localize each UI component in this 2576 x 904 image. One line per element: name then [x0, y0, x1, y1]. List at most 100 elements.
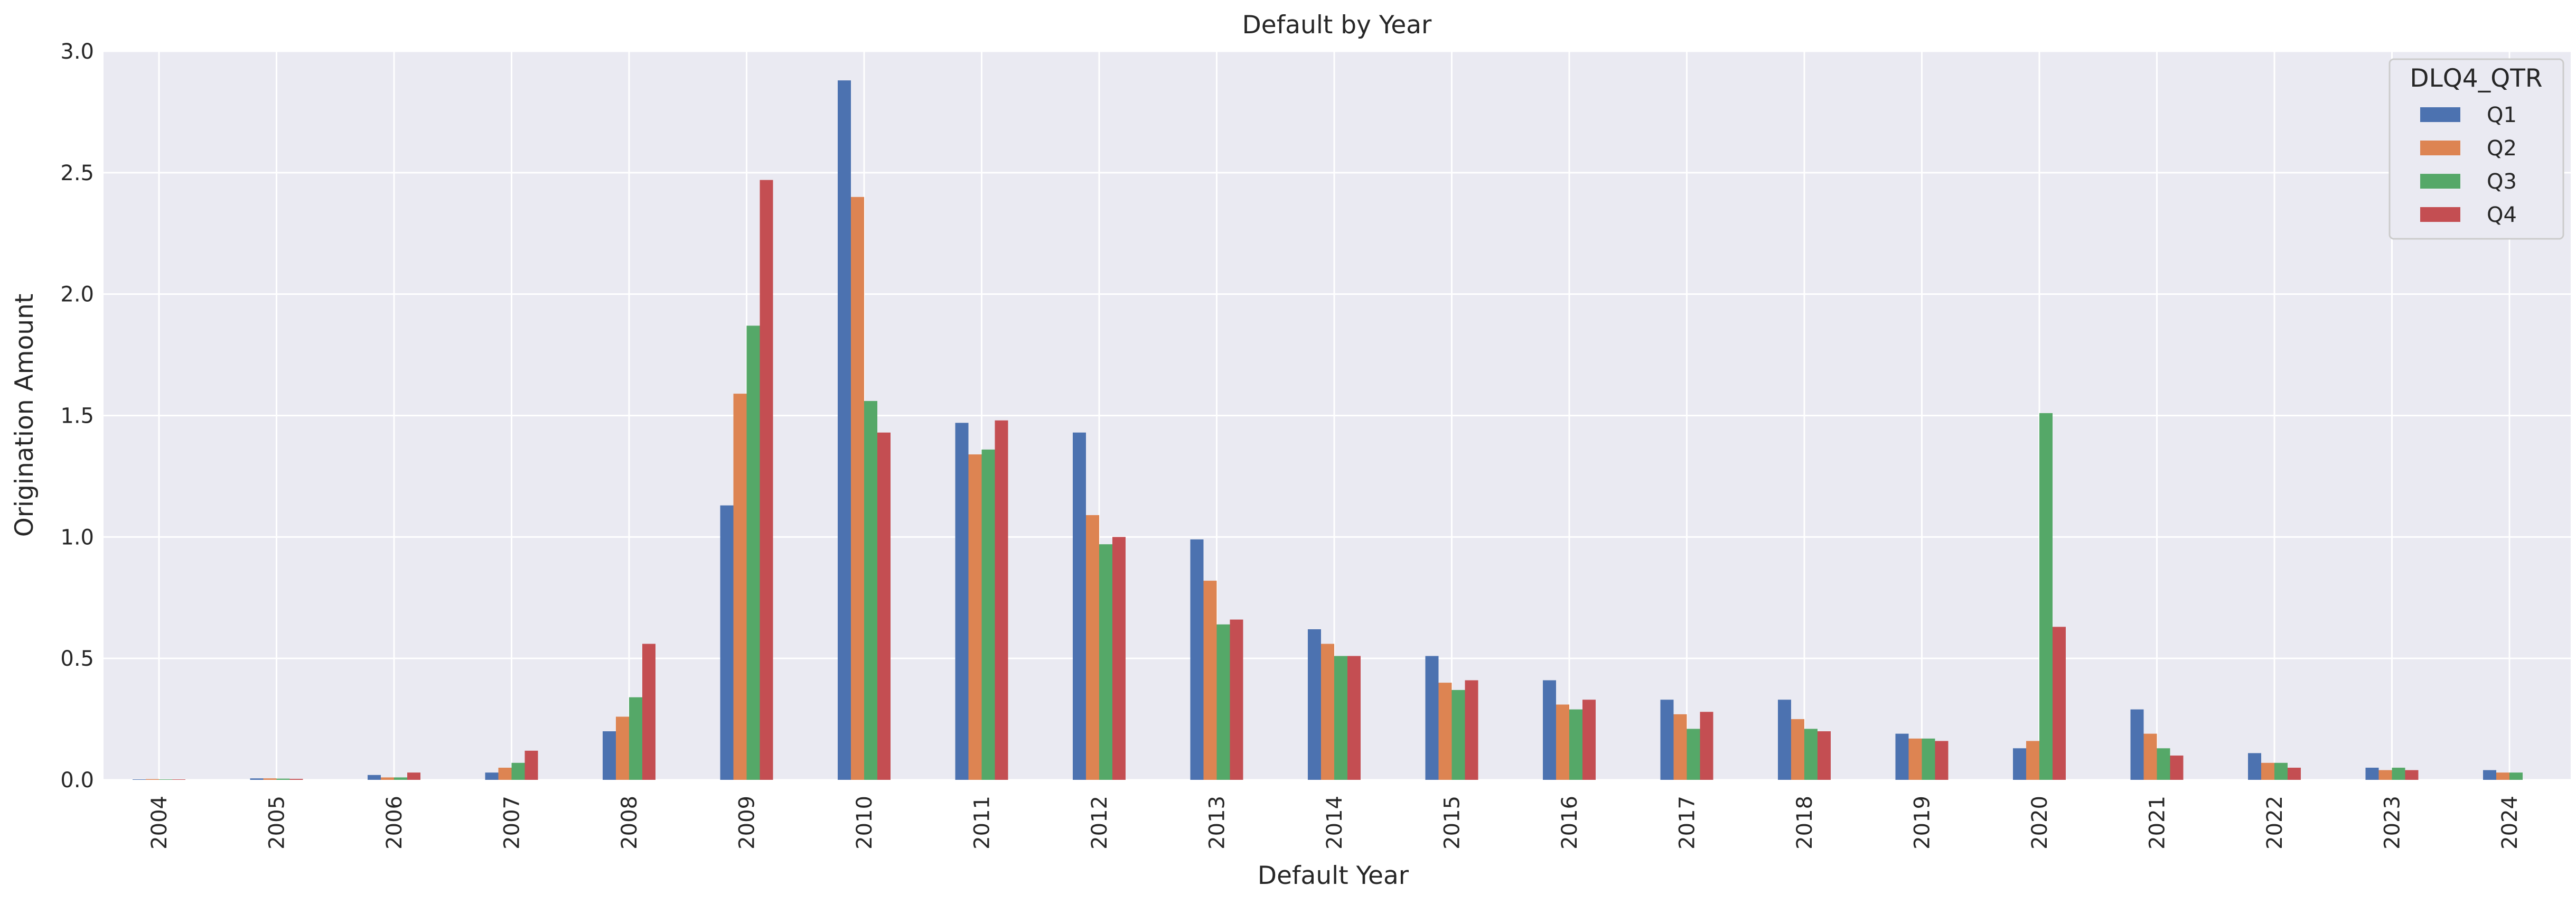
x-tick-label: 2021	[2146, 796, 2170, 850]
bar-q3-2004	[159, 779, 172, 780]
bar-q2-2008	[616, 716, 629, 780]
bar-q4-2021	[2170, 756, 2184, 780]
x-tick-label: 2023	[2381, 796, 2405, 850]
bar-q1-2011	[955, 423, 969, 780]
bar-q3-2008	[629, 697, 642, 780]
bar-q2-2011	[968, 454, 982, 780]
x-tick-label: 2014	[1323, 796, 1347, 850]
bar-q4-2011	[995, 420, 1008, 780]
legend-box	[2388, 58, 2564, 240]
bar-q3-2024	[2509, 772, 2523, 780]
bar-q2-2020	[2026, 741, 2039, 780]
bar-q1-2019	[1895, 733, 1909, 780]
y-tick-label: 0.5	[60, 647, 94, 671]
bar-q2-2022	[2261, 762, 2274, 780]
bar-q2-2021	[2143, 733, 2157, 780]
bar-q3-2019	[1922, 738, 1935, 780]
x-tick-label: 2010	[853, 796, 877, 850]
bar-q4-2009	[760, 180, 773, 780]
bar-q1-2007	[485, 772, 499, 780]
bar-q1-2014	[1308, 629, 1321, 780]
bar-q1-2010	[838, 80, 851, 780]
bar-q1-2006	[368, 775, 381, 780]
bar-q3-2022	[2274, 762, 2288, 780]
y-tick-label: 2.5	[60, 161, 94, 185]
bar-q2-2017	[1673, 714, 1687, 780]
chart-title: Default by Year	[1242, 11, 1432, 40]
bar-q3-2014	[1334, 656, 1347, 780]
bar-q2-2013	[1203, 581, 1217, 780]
bar-q1-2017	[1660, 700, 1674, 780]
legend-label-q2: Q2	[2487, 136, 2517, 161]
bar-q2-2018	[1791, 719, 1804, 780]
bar-q4-2019	[1935, 741, 1949, 780]
bar-q4-2010	[877, 432, 891, 780]
bar-q2-2012	[1086, 515, 1099, 780]
bar-q4-2020	[2053, 627, 2066, 780]
x-tick-label: 2019	[1910, 796, 1935, 850]
x-tick-label: 2015	[1440, 796, 1465, 850]
bar-q3-2010	[864, 400, 877, 780]
bar-q3-2023	[2392, 768, 2405, 780]
bar-q2-2016	[1556, 704, 1569, 780]
bar-q1-2022	[2248, 753, 2261, 780]
x-tick-label: 2009	[735, 796, 760, 850]
bar-q1-2005	[250, 778, 264, 780]
x-tick-labels: 2004 2005 2006 2007 2008 2009 2010 2011 2012 2013…	[147, 796, 2522, 850]
legend-title: DLQ4_QTR	[2410, 64, 2542, 93]
x-tick-label: 2004	[147, 796, 172, 850]
bar-q4-2004	[172, 779, 185, 780]
x-tick-label: 2012	[1088, 796, 1112, 850]
y-tick-label: 1.0	[60, 525, 94, 549]
legend-label-q3: Q3	[2487, 170, 2517, 194]
bar-q2-2005	[263, 778, 277, 780]
x-axis-label: Default Year	[1258, 861, 1409, 890]
x-tick-label: 2007	[500, 796, 524, 850]
bar-q2-2004	[146, 779, 159, 780]
bar-q2-2015	[1438, 683, 1452, 780]
bar-q4-2017	[1700, 712, 1713, 780]
bar-q3-2018	[1804, 729, 1818, 780]
bar-q4-2012	[1112, 537, 1126, 780]
bar-q3-2007	[511, 762, 525, 780]
bar-q1-2021	[2130, 709, 2144, 780]
bar-q1-2023	[2365, 768, 2379, 780]
bar-q1-2008	[603, 731, 616, 780]
bar-q2-2006	[381, 777, 394, 780]
x-tick-label: 2018	[1793, 796, 1817, 850]
bar-q4-2008	[642, 644, 655, 780]
bar-q3-2021	[2157, 748, 2170, 780]
x-tick-label: 2005	[265, 796, 289, 850]
bar-q3-2017	[1687, 729, 1700, 780]
bar-q4-2016	[1582, 700, 1596, 780]
y-axis-label: Origination Amount	[10, 294, 39, 537]
bar-q4-2022	[2288, 768, 2301, 780]
x-tick-label: 2016	[1558, 796, 1582, 850]
bar-q1-2012	[1073, 432, 1086, 780]
y-tick-label: 0.0	[60, 768, 94, 793]
x-tick-label: 2020	[2028, 796, 2052, 850]
bar-q2-2014	[1321, 644, 1334, 780]
bar-q3-2005	[276, 778, 290, 780]
x-tick-label: 2008	[617, 796, 642, 850]
bar-q4-2023	[2405, 770, 2419, 780]
bar-q2-2023	[2378, 770, 2392, 780]
bar-q3-2011	[981, 449, 995, 780]
bar-q1-2018	[1778, 700, 1791, 780]
bar-q2-2009	[733, 394, 747, 780]
y-tick-label: 1.5	[60, 404, 94, 428]
bar-q4-2015	[1465, 680, 1478, 780]
legend-swatch-q2	[2420, 141, 2460, 155]
bar-q4-2014	[1347, 656, 1361, 780]
bar-q2-2007	[498, 768, 512, 780]
y-tick-labels: 0.0 0.5 1.0 1.5 2.0 2.5 3.0	[60, 40, 94, 793]
bar-q4-2006	[407, 772, 420, 780]
bar-q1-2015	[1425, 656, 1439, 780]
bar-q3-2015	[1451, 689, 1465, 780]
bar-q1-2004	[133, 779, 146, 780]
y-tick-label: 2.0	[60, 283, 94, 307]
bar-q1-2020	[2013, 748, 2026, 780]
x-tick-label: 2022	[2263, 796, 2287, 850]
bar-q3-2016	[1569, 709, 1582, 780]
